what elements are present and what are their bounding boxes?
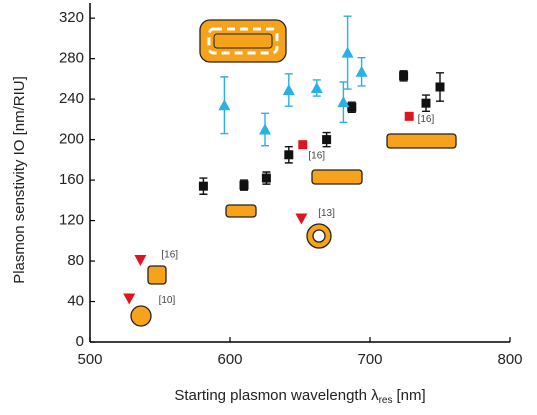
y-tick-label: 40 <box>67 292 84 309</box>
x-tick-label: 800 <box>497 351 522 368</box>
point <box>284 150 294 160</box>
point <box>337 96 350 108</box>
y-tick-label: 0 <box>76 333 84 350</box>
y-tick-label: 240 <box>59 90 84 107</box>
y-tick-label: 320 <box>59 9 84 26</box>
y-tick-label: 280 <box>59 50 84 67</box>
y-tick-label: 160 <box>59 171 84 188</box>
point <box>261 173 271 183</box>
point <box>218 99 231 111</box>
annotation: [13] <box>318 208 335 219</box>
x-axis-label: Starting plasmon wavelength λres [nm] <box>174 387 425 406</box>
icon-ring-hole <box>312 229 326 243</box>
icon-rod <box>386 133 457 149</box>
x-label-subscript: res <box>379 395 393 406</box>
point <box>347 102 357 112</box>
point <box>239 180 249 190</box>
point <box>198 181 208 191</box>
y-tick-label: 120 <box>59 212 84 229</box>
structure-icons <box>130 19 457 327</box>
icon-disk <box>130 305 152 327</box>
point <box>341 46 354 58</box>
annotation: [16] <box>161 250 178 261</box>
x-tick-label: 600 <box>217 351 242 368</box>
point <box>295 213 308 225</box>
x-label-unit: [nm] <box>397 387 426 404</box>
x-label-text: Starting plasmon wavelength λ <box>174 387 379 404</box>
point <box>259 123 271 135</box>
y-tick-label: 200 <box>59 131 84 148</box>
y-tick-label: 80 <box>67 252 84 269</box>
icon-square <box>147 265 167 285</box>
point <box>322 135 332 145</box>
annotation: [10] <box>159 295 176 306</box>
point <box>404 111 414 121</box>
x-tick-label: 700 <box>357 351 382 368</box>
point <box>435 82 445 92</box>
point <box>399 71 409 81</box>
icon-core <box>213 33 273 49</box>
x-tick-label: 500 <box>77 351 102 368</box>
annotation: [16] <box>418 114 435 125</box>
y-axis-label: Plasmon senstivity IO [nm/RIU] <box>11 76 28 284</box>
point <box>310 82 323 94</box>
point <box>282 84 295 96</box>
point <box>123 293 136 305</box>
point <box>421 98 431 108</box>
icon-rod <box>225 204 257 218</box>
icon-rod <box>311 169 363 185</box>
point <box>355 65 368 77</box>
point <box>298 140 308 150</box>
annotation: [16] <box>308 150 325 161</box>
point <box>134 255 147 267</box>
